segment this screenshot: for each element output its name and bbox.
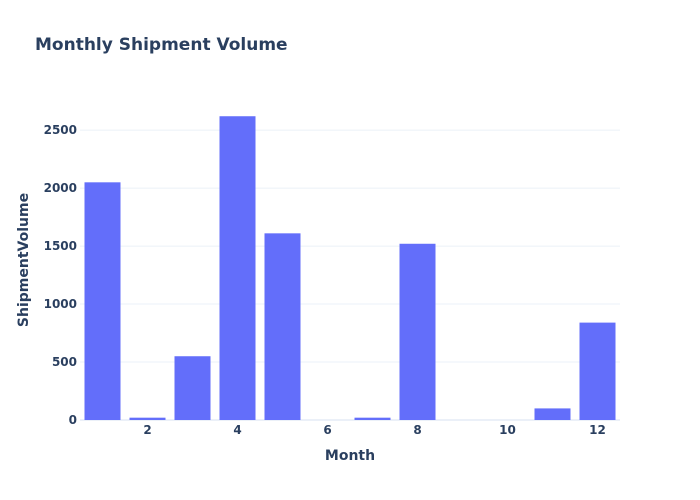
- x-tick-label: 6: [323, 423, 331, 437]
- bar[interactable]: [354, 417, 391, 420]
- x-tick-label: 8: [413, 423, 421, 437]
- bar[interactable]: [264, 233, 301, 420]
- bar[interactable]: [399, 243, 436, 420]
- chart-title: Monthly Shipment Volume: [35, 35, 288, 55]
- y-axis-ticks: 0 500 1000 1500 2000 2500: [44, 123, 77, 427]
- x-axis-ticks: 2 4 6 8 10 12: [143, 423, 606, 437]
- gridlines: [80, 129, 620, 421]
- x-axis-title: Month: [325, 448, 375, 464]
- bar[interactable]: [174, 356, 211, 420]
- x-tick-label: 2: [143, 423, 151, 437]
- y-tick-label: 0: [69, 413, 77, 427]
- y-tick-label: 1500: [44, 239, 77, 253]
- bars: [84, 116, 616, 421]
- bar[interactable]: [534, 408, 571, 420]
- y-axis-title: ShipmentVolume: [16, 193, 32, 327]
- y-tick-label: 2500: [44, 123, 77, 137]
- bar[interactable]: [219, 116, 256, 421]
- y-tick-label: 1000: [44, 297, 77, 311]
- x-tick-label: 4: [233, 423, 241, 437]
- x-tick-label: 10: [499, 423, 516, 437]
- y-tick-label: 2000: [44, 181, 77, 195]
- y-tick-label: 500: [52, 355, 77, 369]
- x-tick-label: 12: [589, 423, 606, 437]
- bar[interactable]: [129, 417, 166, 420]
- bar[interactable]: [579, 322, 616, 420]
- bar[interactable]: [84, 182, 121, 420]
